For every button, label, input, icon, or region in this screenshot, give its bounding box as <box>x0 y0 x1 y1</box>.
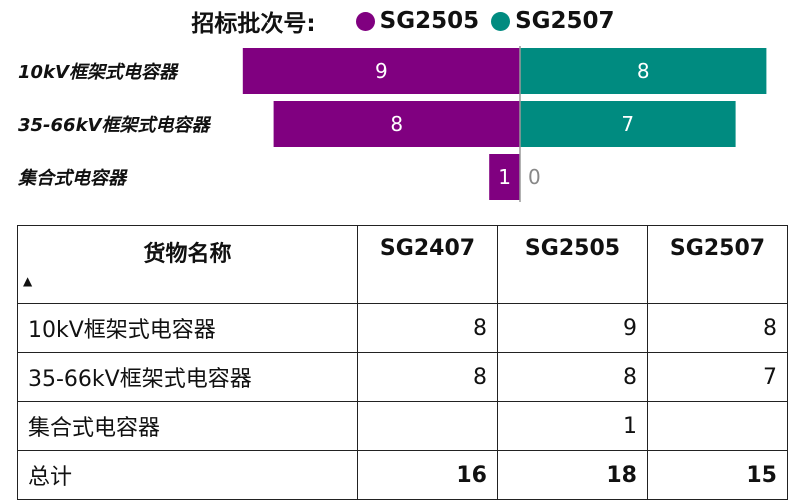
category-label: 集合式电容器 <box>17 168 128 189</box>
row-value-sg2407 <box>357 401 498 451</box>
bar-sg2507 <box>520 48 767 94</box>
row-value-sg2507 <box>647 401 788 451</box>
table-total-row: 总计 16 18 15 <box>17 450 788 500</box>
total-sg2507: 15 <box>647 450 788 500</box>
row-name: 集合式电容器 <box>17 401 358 451</box>
bar-sg2507 <box>520 101 736 147</box>
row-value-sg2507: 7 <box>647 352 788 402</box>
total-sg2505: 18 <box>497 450 648 500</box>
bar-value-label: 8 <box>390 112 403 136</box>
bar-value-label: 9 <box>375 59 388 83</box>
row-value-sg2505: 8 <box>497 352 648 402</box>
bar-value-label: 8 <box>637 59 650 83</box>
header-sg2507[interactable]: SG2507 <box>647 225 788 304</box>
bar-sg2505 <box>489 154 520 200</box>
legend-title: 招标批次号: <box>191 11 316 37</box>
diverging-bar-chart: 招标批次号: SG2505 SG2507 10kV框架式电容器 9 8 35-66kV… <box>0 0 812 210</box>
table-row: 集合式电容器 1 <box>17 401 788 451</box>
legend-item-sg2507[interactable]: SG2507 <box>491 8 615 34</box>
legend-item-sg2505[interactable]: SG2505 <box>355 8 480 34</box>
category-label: 10kV框架式电容器 <box>18 62 179 83</box>
total-sg2407: 16 <box>357 450 498 500</box>
header-sg2505[interactable]: SG2505 <box>497 225 648 304</box>
chart-plot: 10kV框架式电容器 9 8 35-66kV框架式电容器 8 7 集合式电容器 1 0 <box>17 46 767 202</box>
row-value-sg2407: 8 <box>357 303 498 353</box>
legend-dot-sg2507 <box>491 11 511 31</box>
legend-label-sg2505: SG2505 <box>379 8 480 34</box>
legend-label-sg2507: SG2507 <box>515 8 615 34</box>
sort-ascending-icon[interactable]: ▲ <box>23 274 33 288</box>
header-goods-name[interactable]: 货物名称 ▲ <box>17 225 358 304</box>
bar-sg2505 <box>273 101 520 147</box>
table-row: 10kV框架式电容器 8 9 8 <box>17 303 788 353</box>
total-label: 总计 <box>17 450 358 500</box>
row-value-sg2407: 8 <box>357 352 498 402</box>
data-table: 货物名称 ▲ SG2407 SG2505 SG2507 10kV框架式电容器 8… <box>17 225 788 500</box>
bar-sg2505 <box>242 48 521 94</box>
chart-legend: 招标批次号: SG2505 SG2507 <box>0 4 812 38</box>
header-sg2407[interactable]: SG2407 <box>357 225 498 304</box>
table-header-row: 货物名称 ▲ SG2407 SG2505 SG2507 <box>17 225 788 304</box>
bar-value-label: 7 <box>621 112 634 136</box>
row-name: 35-66kV框架式电容器 <box>17 352 358 402</box>
header-goods-name-label: 货物名称 <box>143 242 232 267</box>
category-label: 35-66kV框架式电容器 <box>18 115 211 136</box>
table-row: 35-66kV框架式电容器 8 8 7 <box>17 352 788 402</box>
legend-dot-sg2505 <box>355 11 375 31</box>
bar-value-label: 1 <box>498 165 511 189</box>
bar-value-label: 0 <box>528 165 541 189</box>
row-name: 10kV框架式电容器 <box>17 303 358 353</box>
row-value-sg2505: 1 <box>497 401 648 451</box>
row-value-sg2505: 9 <box>497 303 648 353</box>
row-value-sg2507: 8 <box>647 303 788 353</box>
